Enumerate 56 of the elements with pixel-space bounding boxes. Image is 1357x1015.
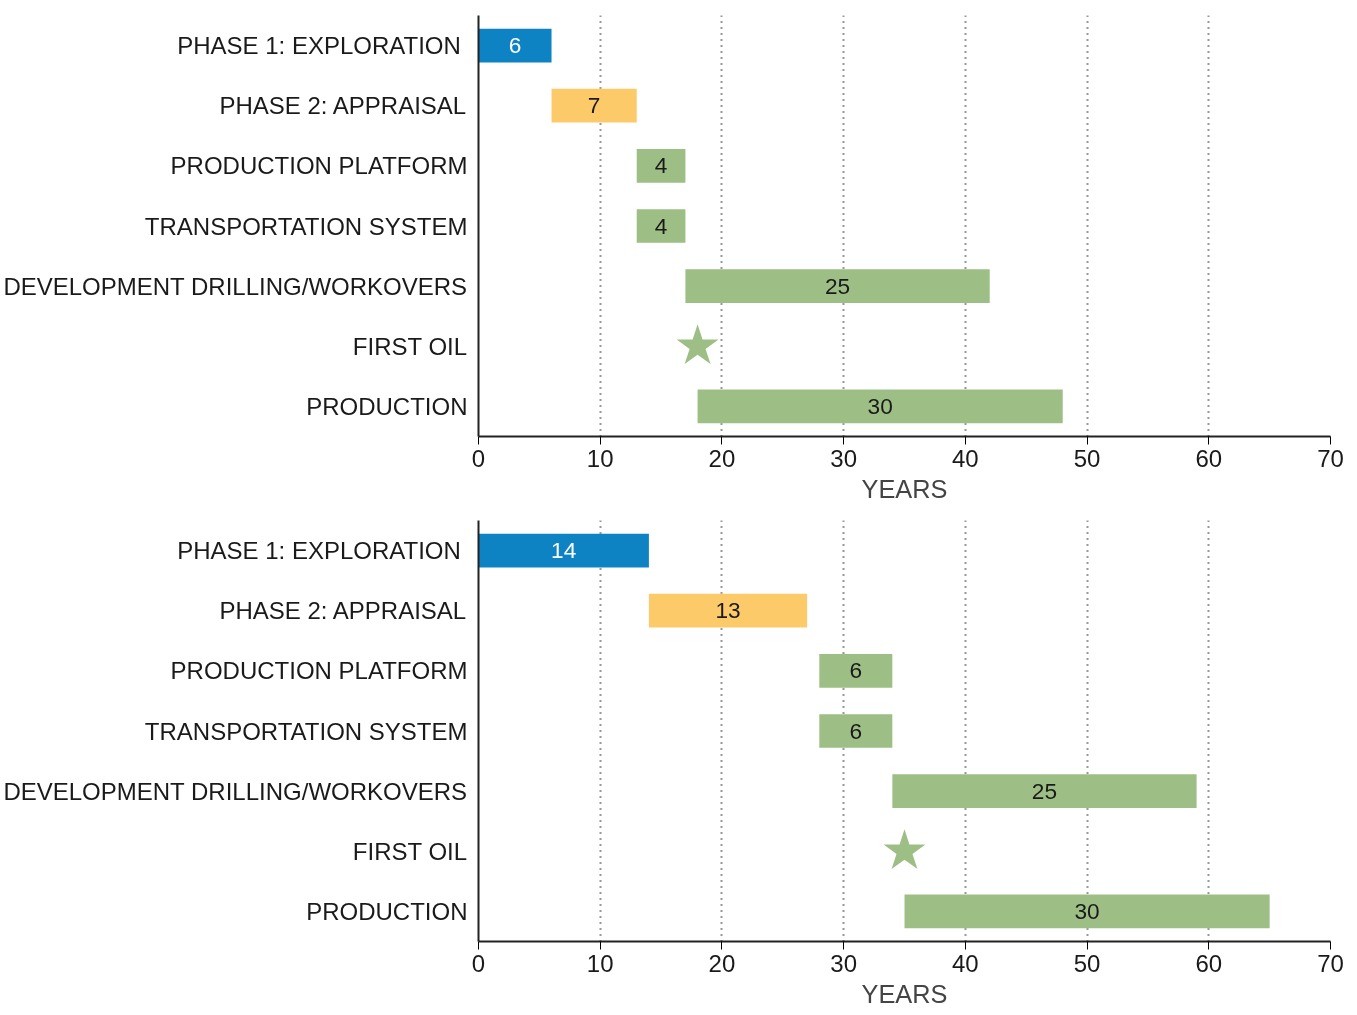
data-label: 7 [587, 92, 601, 119]
data-label: 14 [551, 537, 577, 564]
data-label: 30 [1074, 897, 1100, 924]
x-tick-label: 50 [1073, 949, 1101, 977]
bar [478, 28, 552, 63]
data-label: 4 [654, 212, 668, 239]
data-label: 25 [1031, 777, 1058, 804]
data-label: 25 [824, 272, 851, 299]
y-tick-label: PHASE 2: APPRAISAL [219, 597, 467, 625]
x-tick-label: 0 [471, 444, 486, 472]
y-tick-label: PRODUCTION PLATFORM [170, 152, 468, 180]
x-tick-label: 40 [952, 949, 979, 977]
y-tick-label: FIRST OIL [352, 837, 468, 865]
data-label: 4 [654, 152, 668, 179]
y-tick-label: TRANSPORTATION SYSTEM [144, 717, 468, 745]
bar [648, 593, 808, 628]
y-tick-label: PRODUCTION [306, 392, 468, 420]
data-label: 6 [508, 32, 522, 59]
x-tick-label: 70 [1317, 444, 1344, 472]
data-label: 6 [849, 657, 863, 684]
x-tick-label: 40 [952, 444, 979, 472]
y-tick-label: FIRST OIL [352, 332, 468, 360]
x-tick-label: 70 [1317, 949, 1344, 977]
x-tick-label: 20 [708, 444, 736, 472]
x-tick-label: 30 [830, 949, 857, 977]
bar [819, 714, 893, 748]
y-tick-label: DEVELOPMENT DRILLING/WORKOVERS [3, 272, 468, 300]
bar [551, 88, 637, 123]
x-tick-label: 60 [1195, 444, 1223, 472]
y-tick-label: DEVELOPMENT DRILLING/WORKOVERS [3, 777, 468, 805]
x-tick-label: 60 [1195, 949, 1223, 977]
y-tick-label: PHASE 1: EXPLORATION [177, 32, 461, 60]
x-tick-label: 20 [708, 949, 736, 977]
x-tick-label: 50 [1073, 444, 1101, 472]
bar [697, 389, 1063, 424]
bar [685, 269, 990, 303]
bar [478, 533, 649, 568]
x-axis-title: YEARS [861, 979, 948, 1008]
y-tick-label: PHASE 2: APPRAISAL [219, 92, 467, 120]
y-tick-label: PRODUCTION PLATFORM [170, 657, 468, 685]
x-axis-title: YEARS [861, 474, 948, 503]
bar [904, 894, 1270, 929]
x-tick-label: 30 [830, 444, 857, 472]
y-tick-label: TRANSPORTATION SYSTEM [144, 212, 468, 240]
y-tick-label: PHASE 1: EXPLORATION [177, 537, 461, 565]
bar [892, 774, 1197, 808]
bar [819, 654, 893, 688]
bar [636, 209, 686, 243]
x-tick-label: 10 [586, 444, 614, 472]
data-label: 13 [715, 597, 741, 624]
x-tick-label: 10 [586, 949, 614, 977]
bar [636, 149, 686, 183]
x-tick-label: 0 [471, 949, 486, 977]
data-label: 6 [849, 717, 863, 744]
data-label: 30 [867, 392, 893, 419]
y-tick-label: PRODUCTION [306, 897, 468, 925]
